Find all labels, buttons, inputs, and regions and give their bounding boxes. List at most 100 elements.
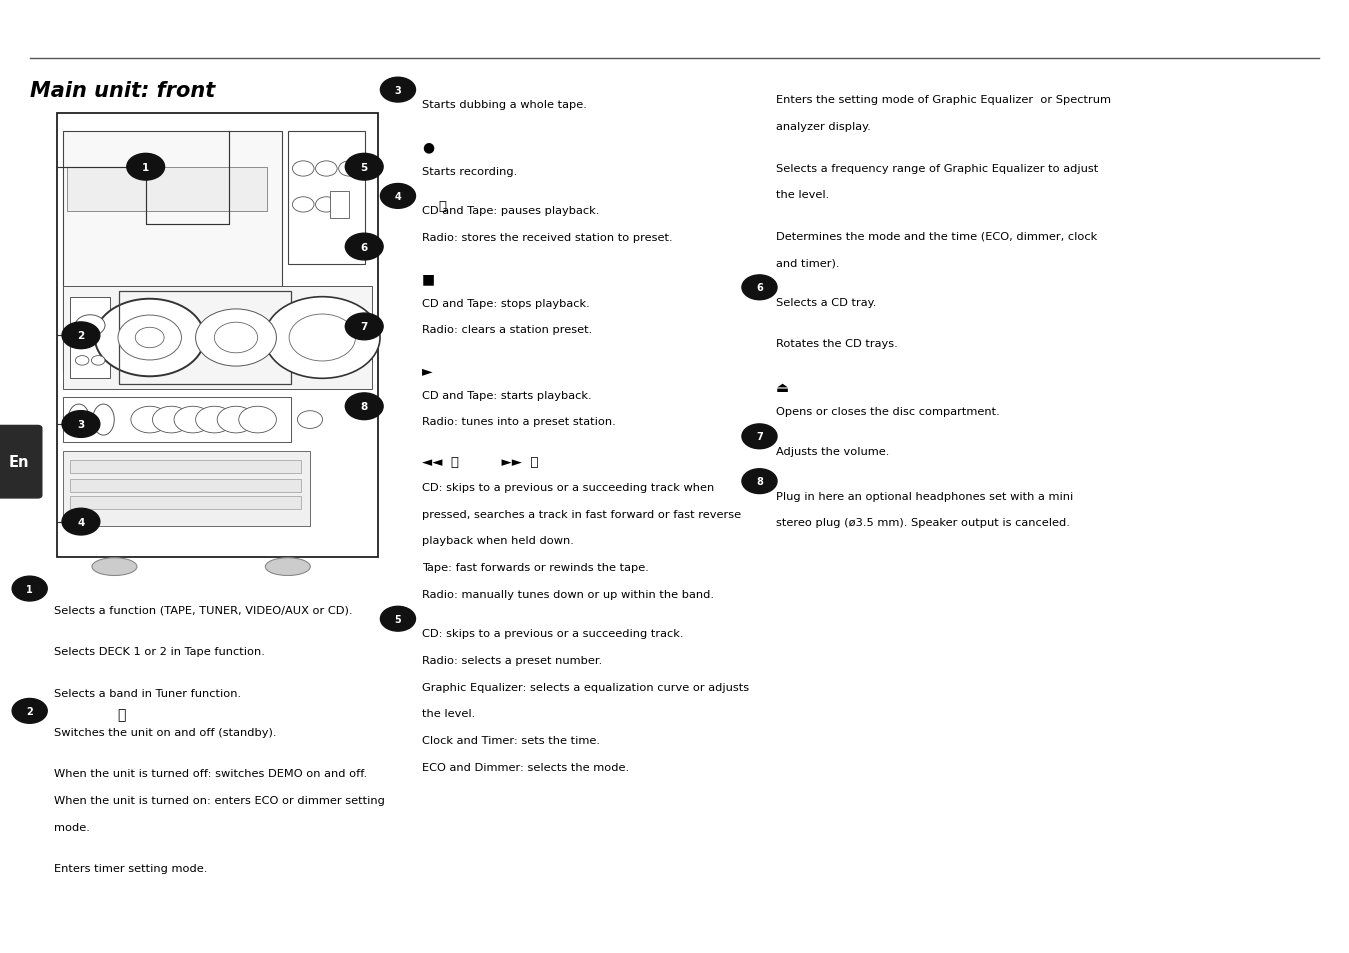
Text: 7: 7 <box>755 432 764 442</box>
Text: En: En <box>8 455 30 470</box>
Circle shape <box>94 299 205 376</box>
Circle shape <box>174 407 212 434</box>
Circle shape <box>297 412 322 429</box>
Circle shape <box>76 356 89 366</box>
Text: Clock and Timer: sets the time.: Clock and Timer: sets the time. <box>422 736 600 745</box>
FancyBboxPatch shape <box>70 297 111 379</box>
Circle shape <box>92 356 105 366</box>
Circle shape <box>742 469 777 494</box>
Circle shape <box>196 310 277 367</box>
Circle shape <box>380 607 415 632</box>
Text: CD: skips to a previous or a succeeding track when: CD: skips to a previous or a succeeding … <box>422 482 715 493</box>
Text: Selects a band in Tuner function.: Selects a band in Tuner function. <box>54 688 241 698</box>
Circle shape <box>127 154 165 181</box>
Circle shape <box>62 509 100 536</box>
Text: Tape: fast forwards or rewinds the tape.: Tape: fast forwards or rewinds the tape. <box>422 562 649 573</box>
Text: Main unit: front: Main unit: front <box>30 81 214 101</box>
FancyBboxPatch shape <box>63 287 371 389</box>
Text: Selects a function (TAPE, TUNER, VIDEO/AUX or CD).: Selects a function (TAPE, TUNER, VIDEO/A… <box>54 605 352 615</box>
FancyBboxPatch shape <box>70 497 301 510</box>
Text: the level.: the level. <box>776 190 828 200</box>
Circle shape <box>214 323 258 354</box>
FancyBboxPatch shape <box>63 132 282 372</box>
Text: Radio: tunes into a preset station.: Radio: tunes into a preset station. <box>422 417 616 427</box>
Circle shape <box>131 407 169 434</box>
Circle shape <box>62 412 100 438</box>
FancyBboxPatch shape <box>63 398 291 442</box>
FancyBboxPatch shape <box>70 479 301 493</box>
Text: 1: 1 <box>142 163 150 172</box>
Circle shape <box>345 234 383 261</box>
Circle shape <box>12 577 47 601</box>
Circle shape <box>76 315 105 336</box>
Circle shape <box>239 407 277 434</box>
Ellipse shape <box>67 405 89 436</box>
FancyBboxPatch shape <box>331 192 349 218</box>
Text: Radio: stores the received station to preset.: Radio: stores the received station to pr… <box>422 233 673 243</box>
Ellipse shape <box>266 558 310 576</box>
Circle shape <box>135 328 165 349</box>
Text: Starts recording.: Starts recording. <box>422 167 518 176</box>
Text: ⏏: ⏏ <box>776 380 789 395</box>
Circle shape <box>345 314 383 340</box>
Text: Radio: clears a station preset.: Radio: clears a station preset. <box>422 325 592 335</box>
Circle shape <box>293 162 314 177</box>
Circle shape <box>742 275 777 300</box>
Circle shape <box>345 154 383 181</box>
Text: Graphic Equalizer: selects a equalization curve or adjusts: Graphic Equalizer: selects a equalizatio… <box>422 682 749 692</box>
Text: Opens or closes the disc compartment.: Opens or closes the disc compartment. <box>776 407 1000 416</box>
Text: mode.: mode. <box>54 822 90 832</box>
Circle shape <box>289 314 356 361</box>
Text: Radio: manually tunes down or up within the band.: Radio: manually tunes down or up within … <box>422 589 714 599</box>
Text: pressed, searches a track in fast forward or fast reverse: pressed, searches a track in fast forwar… <box>422 509 742 519</box>
Text: 3: 3 <box>394 86 402 95</box>
Text: 3: 3 <box>77 419 85 430</box>
Text: Selects a CD tray.: Selects a CD tray. <box>776 297 876 308</box>
Circle shape <box>117 315 182 360</box>
Text: Selects DECK 1 or 2 in Tape function.: Selects DECK 1 or 2 in Tape function. <box>54 646 264 657</box>
Text: ►: ► <box>422 364 433 377</box>
Circle shape <box>62 322 100 350</box>
Circle shape <box>12 699 47 723</box>
FancyBboxPatch shape <box>70 460 301 474</box>
Circle shape <box>217 407 255 434</box>
Text: 5: 5 <box>360 163 368 172</box>
Text: analyzer display.: analyzer display. <box>776 122 870 132</box>
Text: ⏸: ⏸ <box>438 199 447 213</box>
Circle shape <box>380 184 415 209</box>
Text: CD and Tape: pauses playback.: CD and Tape: pauses playback. <box>422 206 599 216</box>
Text: 6: 6 <box>360 242 368 253</box>
Text: and timer).: and timer). <box>776 258 839 268</box>
Circle shape <box>152 407 190 434</box>
Text: ●: ● <box>422 140 434 154</box>
Text: stereo plug (ø3.5 mm). Speaker output is canceled.: stereo plug (ø3.5 mm). Speaker output is… <box>776 517 1070 528</box>
Text: 7: 7 <box>360 322 368 332</box>
Text: playback when held down.: playback when held down. <box>422 536 575 546</box>
FancyBboxPatch shape <box>287 132 364 265</box>
Circle shape <box>339 162 360 177</box>
Text: 5: 5 <box>394 614 402 624</box>
FancyBboxPatch shape <box>63 451 310 526</box>
Circle shape <box>316 162 337 177</box>
Circle shape <box>293 197 314 213</box>
Text: ◄◄  ⏮          ►►  ⏭: ◄◄ ⏮ ►► ⏭ <box>422 456 538 469</box>
Text: Adjusts the volume.: Adjusts the volume. <box>776 446 889 456</box>
Text: Radio: selects a preset number.: Radio: selects a preset number. <box>422 656 603 665</box>
Text: 2: 2 <box>77 331 85 341</box>
Text: ■: ■ <box>422 272 436 286</box>
Circle shape <box>742 424 777 449</box>
Circle shape <box>316 197 337 213</box>
Circle shape <box>380 78 415 103</box>
Ellipse shape <box>92 558 138 576</box>
Circle shape <box>264 297 380 379</box>
Text: Starts dubbing a whole tape.: Starts dubbing a whole tape. <box>422 100 587 110</box>
Text: Switches the unit on and off (standby).: Switches the unit on and off (standby). <box>54 727 277 738</box>
Text: 2: 2 <box>26 706 34 716</box>
Text: 8: 8 <box>360 402 368 412</box>
Text: Enters the setting mode of Graphic Equalizer  or Spectrum: Enters the setting mode of Graphic Equal… <box>776 95 1110 105</box>
Text: When the unit is turned on: enters ECO or dimmer setting: When the unit is turned on: enters ECO o… <box>54 796 384 805</box>
Text: Selects a frequency range of Graphic Equalizer to adjust: Selects a frequency range of Graphic Equ… <box>776 163 1098 173</box>
Text: 1: 1 <box>26 584 34 594</box>
Text: CD: skips to a previous or a succeeding track.: CD: skips to a previous or a succeeding … <box>422 629 684 639</box>
Text: Determines the mode and the time (ECO, dimmer, clock: Determines the mode and the time (ECO, d… <box>776 232 1097 241</box>
